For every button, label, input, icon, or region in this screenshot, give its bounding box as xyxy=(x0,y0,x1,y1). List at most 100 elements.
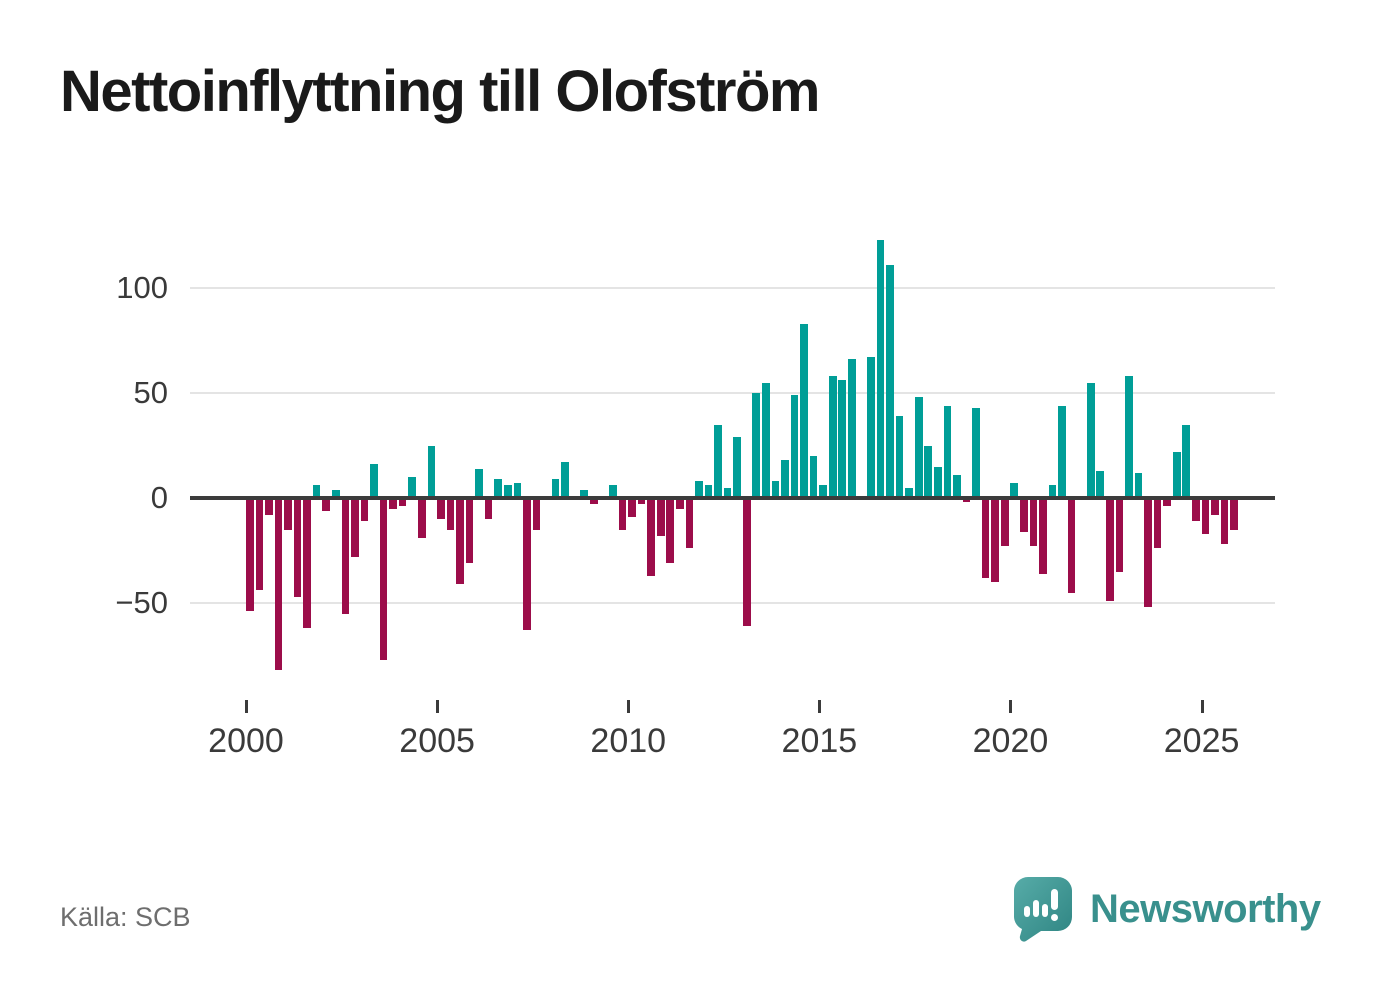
bar xyxy=(742,498,751,627)
y-axis-label: 100 xyxy=(116,270,168,305)
gridline-y50 xyxy=(190,392,1275,394)
bar xyxy=(398,498,407,507)
logo-bubble-chart-icon xyxy=(1014,877,1072,942)
bar xyxy=(590,498,598,505)
y-axis-label: −50 xyxy=(115,585,168,620)
bar xyxy=(1000,498,1009,547)
bar xyxy=(1048,485,1057,498)
bar xyxy=(265,498,273,515)
bar xyxy=(1096,470,1105,498)
gridline-y100 xyxy=(190,287,1275,289)
bar xyxy=(1144,498,1152,608)
bar xyxy=(704,485,713,498)
bar xyxy=(876,239,885,498)
bar xyxy=(456,498,464,585)
logo-wordmark: Newsworthy xyxy=(1090,887,1321,931)
bar xyxy=(1134,472,1143,498)
bar xyxy=(609,485,617,498)
bar xyxy=(838,380,847,498)
bar xyxy=(446,498,455,530)
bar xyxy=(752,393,761,498)
page-title: Nettoinflyttning till Olofström xyxy=(60,59,820,124)
bar xyxy=(1201,498,1210,534)
newsworthy-logo: Newsworthy xyxy=(1012,876,1321,942)
bar xyxy=(303,498,311,629)
bar xyxy=(1058,405,1066,498)
x-axis-label: 2015 xyxy=(781,722,858,760)
bar xyxy=(991,498,999,582)
bar xyxy=(695,481,703,498)
bar xyxy=(1029,498,1038,547)
bar xyxy=(895,416,904,498)
bar xyxy=(914,397,923,498)
bar xyxy=(293,498,302,597)
bar xyxy=(255,498,264,591)
x-axis-label: 2020 xyxy=(972,722,1049,760)
bar xyxy=(685,498,694,549)
bar xyxy=(723,487,732,498)
bar xyxy=(494,479,503,498)
bar xyxy=(427,445,436,498)
bar xyxy=(532,498,541,530)
gridline-y-50 xyxy=(190,602,1275,604)
bar xyxy=(1010,483,1019,498)
bar xyxy=(962,498,971,503)
x-axis-tick xyxy=(245,700,248,713)
bar xyxy=(418,498,426,538)
bar xyxy=(771,481,780,498)
y-axis-label: 0 xyxy=(150,480,168,515)
bar xyxy=(513,483,522,498)
y-axis-label: 50 xyxy=(133,375,168,410)
bar xyxy=(666,498,675,564)
x-axis-tick xyxy=(818,700,822,713)
bar xyxy=(828,376,837,498)
bar xyxy=(905,487,913,498)
bar xyxy=(1115,498,1124,572)
x-axis-tick xyxy=(436,700,440,713)
bar xyxy=(341,498,350,614)
bar xyxy=(714,424,722,498)
x-axis-label: 2005 xyxy=(399,722,475,760)
bar xyxy=(800,323,808,498)
bar xyxy=(656,498,665,536)
bar xyxy=(886,264,894,498)
bar xyxy=(809,456,818,498)
bar xyxy=(1211,498,1219,515)
bar xyxy=(628,498,636,517)
x-axis-tick xyxy=(1200,700,1204,713)
bar xyxy=(475,468,483,498)
bar xyxy=(551,479,560,498)
bar xyxy=(981,498,990,578)
bar xyxy=(379,498,388,660)
bar xyxy=(819,485,827,498)
source-label: Källa: SCB xyxy=(60,902,191,932)
bar xyxy=(781,460,789,498)
bar xyxy=(972,407,980,498)
bar xyxy=(370,464,378,498)
bar xyxy=(437,498,445,519)
bar xyxy=(943,405,952,498)
bar xyxy=(676,498,684,509)
bar xyxy=(312,485,321,498)
x-axis-tick xyxy=(1009,700,1013,713)
bar xyxy=(924,445,933,498)
bar xyxy=(408,477,417,498)
bar xyxy=(322,498,331,511)
bar xyxy=(274,498,283,671)
bar xyxy=(934,466,942,498)
x-axis-label: 2000 xyxy=(208,722,284,760)
bar xyxy=(484,498,493,519)
bar xyxy=(618,498,627,530)
bar xyxy=(1182,424,1191,498)
x-axis-tick xyxy=(627,700,631,713)
x-axis-label: 2010 xyxy=(590,722,667,760)
bar xyxy=(1067,498,1076,593)
bar xyxy=(389,498,397,509)
bar xyxy=(1039,498,1047,574)
bar xyxy=(1163,498,1171,507)
bar xyxy=(1172,451,1181,498)
bar xyxy=(504,485,512,498)
bar xyxy=(332,489,340,498)
bar xyxy=(1125,376,1133,498)
